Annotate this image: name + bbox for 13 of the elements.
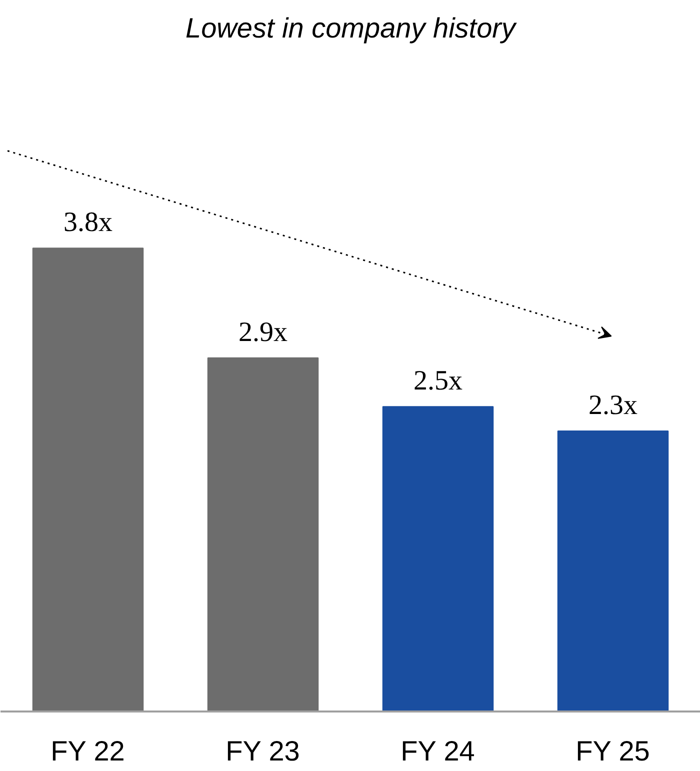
data-label: 2.3x	[588, 390, 638, 422]
data-label: 2.5x	[414, 366, 462, 397]
bar	[382, 406, 494, 712]
data-label: 2.9x	[238, 316, 288, 348]
chart-title: Lowest in company history	[186, 12, 518, 44]
x-tick-label: FY 24	[400, 736, 475, 766]
bar	[207, 357, 319, 712]
x-tick-label: FY 25	[576, 736, 650, 766]
bar	[32, 248, 144, 712]
x-tick-label: FY 22	[50, 736, 125, 766]
data-label: 3.8x	[64, 207, 112, 238]
bar	[557, 430, 669, 712]
x-tick-label: FY 23	[226, 736, 300, 766]
